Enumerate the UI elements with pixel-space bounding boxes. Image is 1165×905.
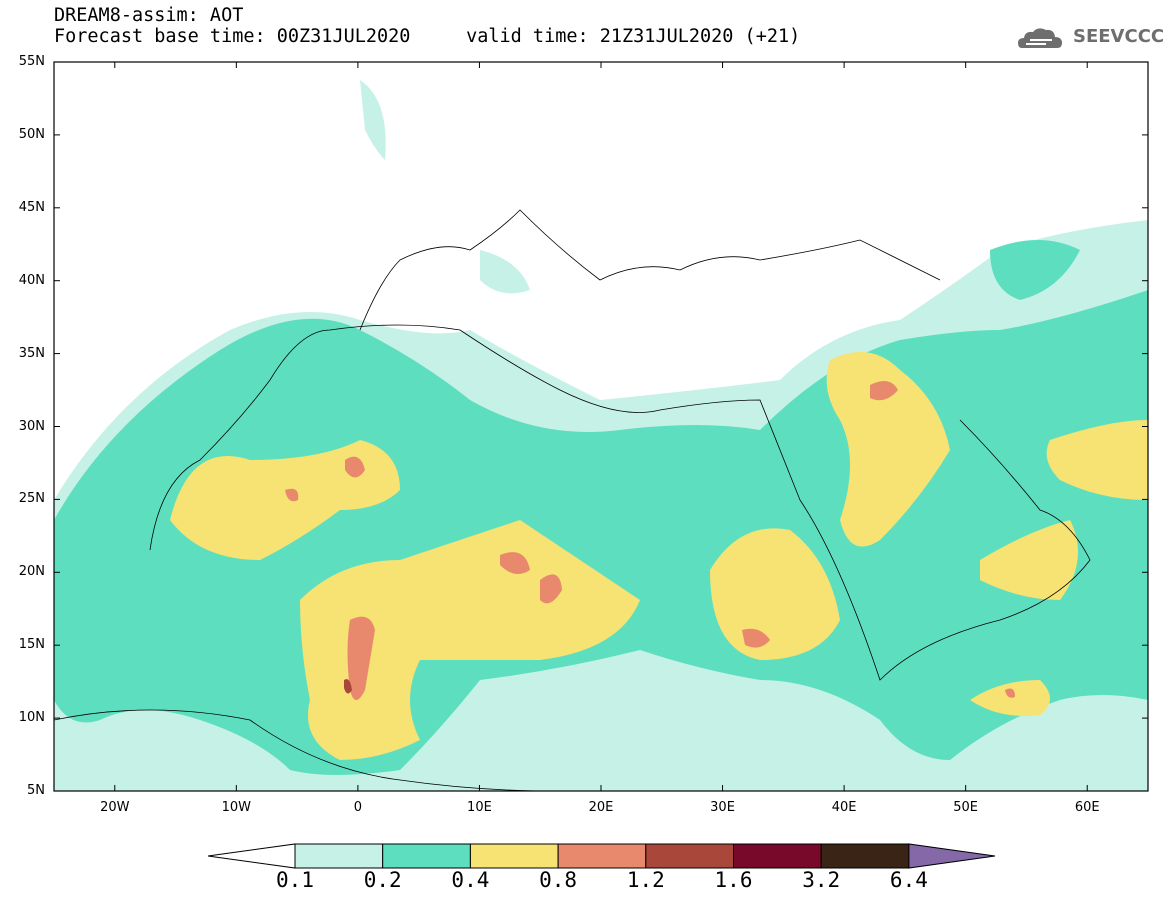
lat-tick-label: 35N (18, 345, 45, 361)
lat-tick-label: 5N (27, 783, 45, 798)
colorbar-tick-label: 1.2 (626, 868, 665, 892)
lon-tick-label: 20E (588, 800, 614, 815)
colorbar-swatch (733, 843, 822, 869)
colorbar (207, 843, 996, 869)
lat-tick-label: 40N (18, 272, 45, 288)
colorbar-tick-label: 3.2 (802, 868, 841, 892)
cloud-icon (1018, 28, 1062, 48)
lon-tick-label: 40E (831, 800, 857, 815)
coastlines (54, 209, 1091, 791)
lat-tick-label: 45N (18, 199, 45, 215)
colorbar-tick-label: 0.1 (276, 868, 314, 892)
colorbar-over-arrow (908, 843, 996, 869)
lon-tick-label: 10W (221, 800, 252, 815)
lon-tick-label: 0 (353, 800, 363, 815)
colorbar-tick-label: 6.4 (889, 868, 928, 892)
lat-tick-label: 10N (18, 710, 45, 726)
lon-tick-label: 20W (100, 800, 130, 815)
lon-tick-label: 10E (467, 800, 492, 815)
colorbar-tick-label: 1.6 (714, 868, 753, 892)
lon-tick-label: 60E (1074, 800, 1100, 815)
forecast-time-subtitle: Forecast base time: 00Z31JUL2020 valid t… (54, 26, 801, 47)
colorbar-swatch (645, 843, 734, 869)
lat-tick-label: 15N (18, 637, 45, 653)
lon-tick-label: 30E (710, 800, 735, 815)
lat-tick-label: 20N (18, 564, 45, 580)
colorbar-swatch (469, 843, 559, 869)
colorbar-tick-label: 0.4 (451, 868, 490, 892)
axis-ticks (54, 61, 1148, 792)
aot-field (54, 80, 1148, 791)
colorbar-tick-label: 0.2 (363, 868, 402, 892)
map-title: DREAM8-assim: AOT (54, 5, 244, 26)
colorbar-under-arrow (207, 843, 296, 869)
colorbar-tick-label: 0.8 (539, 868, 578, 892)
lat-tick-label: 55N (18, 54, 45, 69)
colorbar-swatch (557, 843, 647, 869)
colorbar-swatch (820, 843, 910, 869)
lat-tick-label: 30N (18, 418, 45, 434)
colorbar-swatch (294, 843, 384, 869)
lat-tick-label: 25N (18, 491, 45, 507)
colorbar-swatch (382, 843, 471, 869)
logo-text: SEEVCCC (1073, 26, 1165, 47)
lat-tick-label: 50N (18, 126, 45, 142)
lon-tick-label: 50E (953, 800, 979, 815)
